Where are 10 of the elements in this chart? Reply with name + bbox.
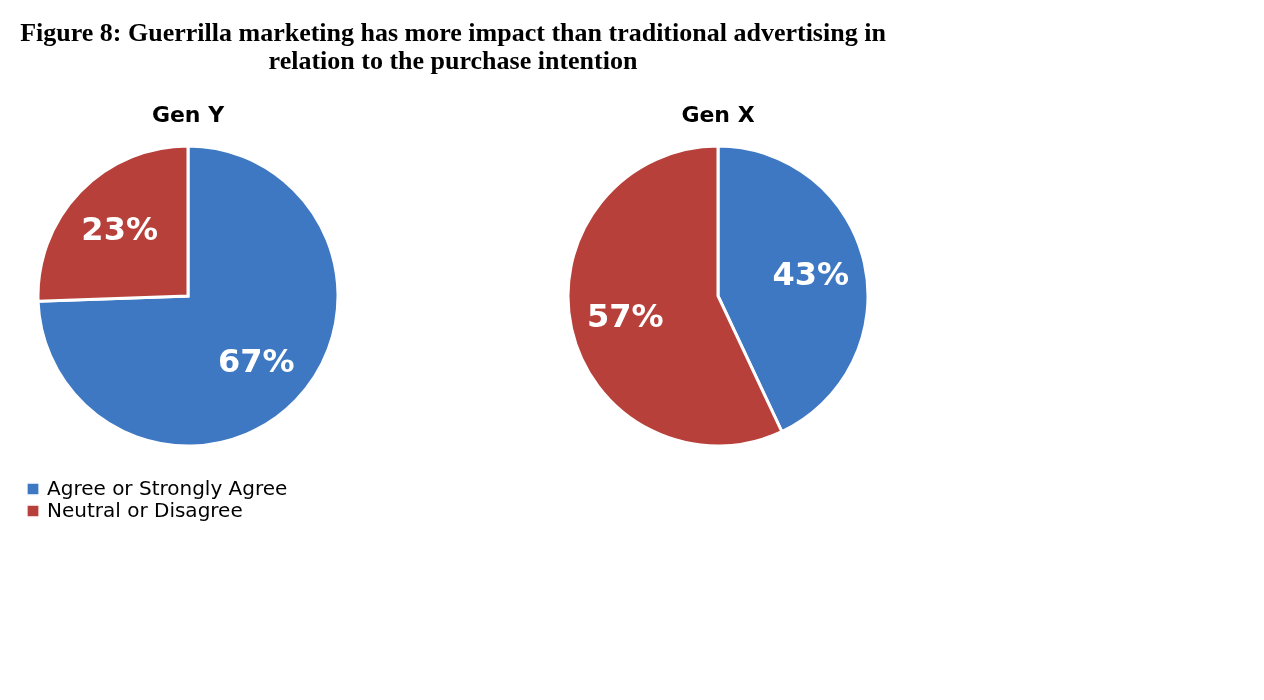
caption: Figure 8: Guerrilla marketing has more impact than traditional advertising in relation to the purchase intention <box>20 18 887 75</box>
data-label: 67% <box>218 341 295 380</box>
data-label: 23% <box>81 210 158 249</box>
legend-label: Agree or Strongly Agree <box>47 476 288 500</box>
legend-label: Neutral or Disagree <box>47 498 243 522</box>
chart-title: Gen Y <box>151 102 226 127</box>
data-label: 43% <box>772 255 850 294</box>
pie-slice <box>36 144 340 448</box>
chart-title: Gen X <box>681 102 755 127</box>
data-label: 57% <box>586 296 664 335</box>
